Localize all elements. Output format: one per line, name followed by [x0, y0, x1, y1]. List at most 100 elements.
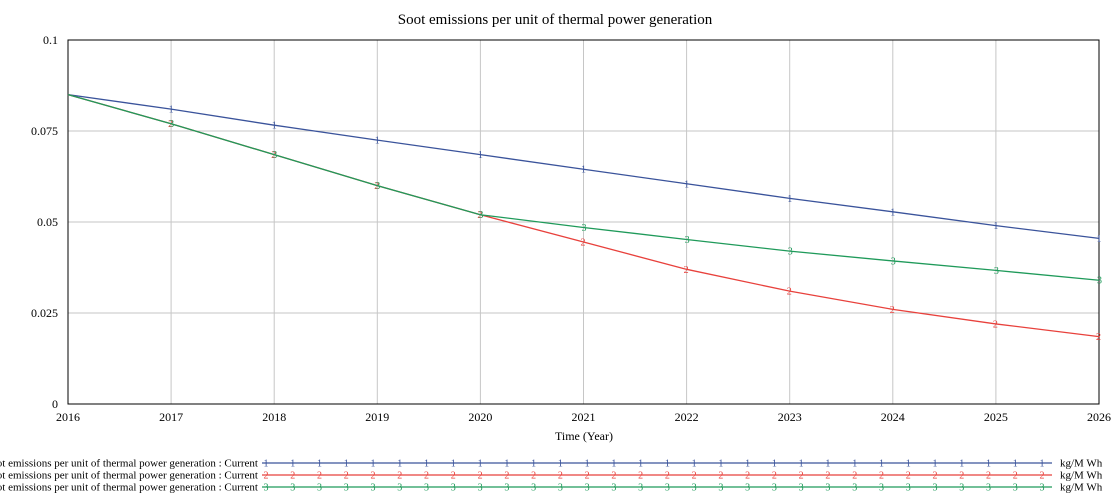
data-point-marker: 2 — [787, 287, 792, 298]
legend-marker: 3 — [344, 483, 349, 494]
legend-marker: 2 — [932, 471, 937, 482]
legend-marker: 1 — [451, 459, 456, 470]
legend-marker: 2 — [290, 471, 295, 482]
series-line — [67, 93, 1100, 240]
legend-marker: 2 — [986, 471, 991, 482]
legend-marker: 3 — [932, 483, 937, 494]
data-point-marker: 1 — [478, 150, 483, 161]
legend-label: Soot emissions per unit of thermal power… — [0, 482, 258, 494]
legend-marker: 1 — [611, 459, 616, 470]
data-point-marker: 1 — [993, 221, 998, 232]
legend-unit: kg/M Wh — [1060, 482, 1103, 494]
data-point-marker: 3 — [685, 235, 690, 246]
legend-marker: 3 — [371, 483, 376, 494]
data-point-marker: 1 — [169, 105, 174, 116]
data-point-marker: 2 — [271, 150, 276, 161]
data-point-marker: 1 — [890, 207, 895, 218]
x-tick-label: 2024 — [881, 410, 905, 424]
legend-unit: kg/M Wh — [1060, 458, 1103, 470]
legend-marker: 3 — [611, 483, 616, 494]
legend-marker: 2 — [344, 471, 349, 482]
legend-marker: 1 — [932, 459, 937, 470]
data-point-marker: 2 — [477, 210, 482, 221]
legend-marker: 1 — [1013, 459, 1018, 470]
x-tick-label: 2018 — [262, 410, 286, 424]
y-tick-label: 0.025 — [31, 306, 58, 320]
data-point-marker: 3 — [994, 266, 999, 277]
data-point-marker: 3 — [478, 210, 483, 221]
legend-marker: 3 — [959, 483, 964, 494]
legend-marker: 2 — [424, 471, 429, 482]
legend-marker: 2 — [558, 471, 563, 482]
legend: Soot emissions per unit of thermal power… — [0, 458, 1103, 494]
legend-marker: 1 — [585, 459, 590, 470]
data-point-marker: 2 — [684, 265, 689, 276]
x-tick-label: 2020 — [468, 410, 492, 424]
legend-marker: 1 — [718, 459, 723, 470]
legend-marker: 3 — [986, 483, 991, 494]
legend-marker: 2 — [852, 471, 857, 482]
legend-marker: 3 — [558, 483, 563, 494]
legend-marker: 2 — [825, 471, 830, 482]
legend-marker: 1 — [772, 459, 777, 470]
data-point-marker: 2 — [890, 305, 895, 316]
data-point-marker: 3 — [582, 223, 587, 234]
series-line — [67, 93, 1100, 281]
legend-marker: 3 — [504, 483, 509, 494]
data-point-marker: 3 — [169, 119, 174, 130]
legend-marker: 3 — [906, 483, 911, 494]
y-tick-label: 0.075 — [31, 124, 58, 138]
data-point-marker: 1 — [787, 194, 792, 205]
legend-marker: 3 — [1040, 483, 1045, 494]
legend-marker: 3 — [799, 483, 804, 494]
legend-marker: 1 — [558, 459, 563, 470]
legend-marker: 1 — [531, 459, 536, 470]
legend-marker: 2 — [638, 471, 643, 482]
legend-marker: 1 — [825, 459, 830, 470]
legend-marker: 3 — [665, 483, 670, 494]
legend-marker: 1 — [1040, 459, 1045, 470]
legend-marker: 1 — [504, 459, 509, 470]
axes: 2016 2017 2018 2019 2020 2021 2022 2023 2024 2025… — [31, 33, 1111, 424]
legend-marker: 2 — [397, 471, 402, 482]
data-point-marker: 1 — [272, 121, 277, 132]
data-point-marker: 2 — [993, 319, 998, 330]
data-point-marker: 3 — [272, 150, 277, 161]
data-point-marker: 2 — [581, 238, 586, 249]
legend-marker: 2 — [1013, 471, 1018, 482]
x-tick-label: 2025 — [984, 410, 1008, 424]
legend-marker: 1 — [317, 459, 322, 470]
legend-marker: 2 — [264, 471, 269, 482]
legend-marker: 2 — [745, 471, 750, 482]
legend-marker: 3 — [264, 483, 269, 494]
legend-marker: 1 — [986, 459, 991, 470]
x-tick-label: 2026 — [1087, 410, 1111, 424]
legend-marker: 2 — [1040, 471, 1045, 482]
legend-label: Soot emissions per unit of thermal power… — [0, 458, 258, 470]
x-tick-label: 2016 — [56, 410, 80, 424]
data-point-marker: 1 — [1097, 234, 1102, 245]
legend-marker: 1 — [852, 459, 857, 470]
legend-marker: 2 — [585, 471, 590, 482]
series-3: 3 3 3 3 3 3 3 3 3 3 — [67, 93, 1102, 287]
legend-marker: 2 — [718, 471, 723, 482]
series-1: 1 1 1 1 1 1 1 1 1 1 — [67, 93, 1102, 245]
legend-marker: 3 — [692, 483, 697, 494]
legend-marker: 2 — [504, 471, 509, 482]
legend-marker: 1 — [692, 459, 697, 470]
legend-marker: 2 — [692, 471, 697, 482]
legend-marker: 2 — [799, 471, 804, 482]
legend-marker: 2 — [772, 471, 777, 482]
data-point-marker: 1 — [581, 165, 586, 176]
legend-marker: 3 — [424, 483, 429, 494]
legend-marker: 1 — [638, 459, 643, 470]
x-tick-label: 2017 — [159, 410, 183, 424]
legend-marker: 2 — [371, 471, 376, 482]
legend-marker: 1 — [906, 459, 911, 470]
legend-marker: 1 — [397, 459, 402, 470]
x-tick-label: 2021 — [572, 410, 596, 424]
legend-marker: 2 — [531, 471, 536, 482]
legend-marker: 2 — [879, 471, 884, 482]
